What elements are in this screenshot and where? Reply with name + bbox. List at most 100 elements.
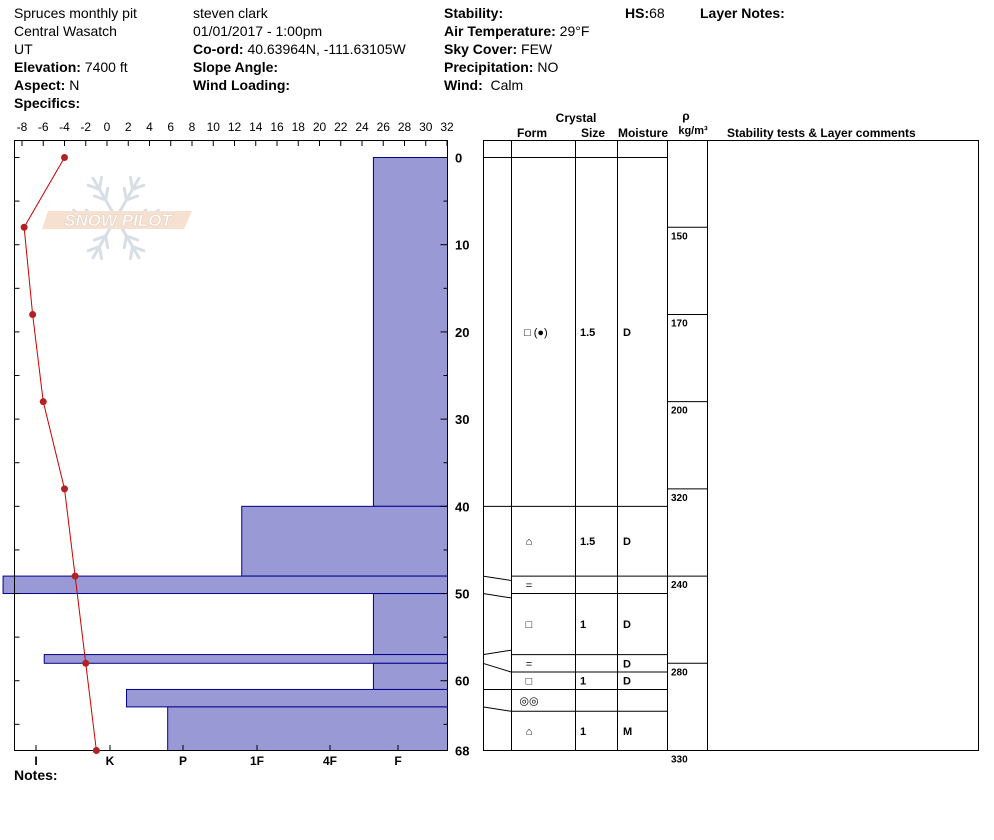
layer-moisture: M — [623, 726, 632, 738]
depth-axis: 0 10 20 30 40 50 60 68 — [440, 151, 469, 759]
temperature-point — [20, 223, 28, 231]
temp-tick-label: -8 — [17, 120, 28, 134]
layer-moisture: D — [623, 658, 631, 670]
coord-label: Co-ord: — [193, 41, 244, 57]
temperature-point — [29, 310, 37, 318]
layer-form: ◎◎ — [519, 695, 538, 707]
air-temp-value: 29°F — [559, 23, 590, 39]
temperature-line — [23, 157, 97, 751]
temperature-point — [82, 659, 90, 667]
density-marker-label: 200 — [671, 406, 688, 417]
density-marker-label: 280 — [671, 667, 688, 678]
temp-tick-label: -4 — [59, 120, 70, 134]
hardness-tick-label: I — [34, 754, 37, 768]
temperature-point — [39, 398, 47, 406]
profile-frame — [14, 140, 448, 751]
snowflake-branch — [92, 234, 108, 242]
observer: steven clark — [193, 5, 268, 21]
layer-size: 1 — [580, 619, 586, 631]
hardness-bar — [167, 706, 448, 751]
temp-tick-label: 22 — [334, 120, 348, 134]
aspect: Aspect: N — [14, 76, 79, 94]
density-unit-header: kg/m³ — [678, 125, 708, 137]
temp-tick-label: -6 — [38, 120, 49, 134]
layer-form: = — [526, 658, 532, 670]
logo-banner: SNOW PILOT — [42, 211, 192, 230]
hardness-tick-label: 1F — [250, 754, 264, 768]
crystal-header: Crystal — [556, 111, 597, 125]
hardness-bar — [126, 688, 448, 708]
temp-tick-label: 26 — [377, 120, 391, 134]
layer-form: □ — [526, 619, 533, 631]
hs-value: 68 — [649, 5, 665, 21]
depth-tick-label: 68 — [455, 744, 469, 759]
hardness-bar — [372, 157, 448, 507]
layer-rows: □ (●) 1.5 D ⌂ 1.5 D = □ 1 D = D □ 1 D ◎◎ ⌂ 1 M — [482, 157, 667, 738]
temperature-axis: -8 -6 -4 -2 0 2 4 6 8 10 12 14 16 18 20 22 24 26 28 30 32 — [14, 120, 454, 725]
coordinates: Co-ord: 40.63964N, -111.63105W — [193, 40, 406, 58]
density-marker-label: 240 — [671, 580, 688, 591]
temp-tick-label: 24 — [355, 120, 369, 134]
size-header: Size — [581, 126, 605, 140]
comments-header: Stability tests & Layer comments — [727, 126, 916, 140]
coord-value: 40.63964N, -111.63105W — [247, 41, 406, 57]
snowflake-branch — [131, 183, 146, 191]
layer-connector — [482, 593, 512, 599]
layer-table: Crystal Form Size Moisture ρ kg/m³ Stabi… — [482, 109, 979, 766]
hardness-bar — [43, 654, 448, 664]
layer-connector — [482, 575, 512, 581]
wind: Wind: Calm — [444, 76, 523, 94]
snowpilot-logo: SNOW PILOT — [42, 176, 192, 260]
depth-tick-label: 30 — [455, 412, 469, 427]
snowflake-branch — [131, 245, 146, 253]
depth-tick-label: 60 — [455, 674, 469, 689]
temperature-point — [71, 572, 79, 580]
layer-notes-label: Layer Notes: — [700, 5, 785, 21]
hardness-bars — [2, 157, 449, 751]
temp-tick-label: 30 — [419, 120, 433, 134]
wind-loading-label: Wind Loading: — [193, 77, 291, 93]
hardness-bar — [372, 593, 448, 656]
hardness-bar — [241, 505, 448, 577]
snowflake-branch — [104, 186, 110, 202]
mountain-range: Central Wasatch — [14, 23, 117, 39]
table-frame — [483, 140, 979, 751]
layer-form: □ (●) — [524, 327, 548, 339]
elevation-label: Elevation: — [14, 59, 81, 75]
depth-tick-label: 50 — [455, 587, 469, 602]
layer-form: □ — [526, 676, 533, 688]
wind-value: Calm — [490, 77, 524, 93]
snowflake-branch — [128, 245, 135, 260]
elevation: Elevation: 7400 ft — [14, 58, 128, 76]
density-rho-header: ρ — [682, 109, 689, 123]
precipitation: Precipitation: NO — [444, 58, 558, 76]
snowflake-branch — [122, 234, 128, 250]
snowflake-branch — [128, 176, 135, 191]
temp-tick-label: 8 — [189, 120, 196, 134]
depth-tick-label: 40 — [455, 499, 469, 514]
layer-moisture: D — [623, 619, 631, 631]
snowflake-branch — [122, 186, 128, 202]
hardness-tick-label: F — [394, 754, 401, 768]
temp-tick-label: 28 — [398, 120, 412, 134]
notes-label: Notes: — [14, 767, 58, 783]
snowflake-branch — [97, 245, 104, 260]
temp-tick-label: 14 — [249, 120, 263, 134]
depth-tick-label: 0 — [455, 151, 462, 166]
depth-tick-label: 10 — [455, 238, 469, 253]
snowflake-branch — [92, 194, 108, 202]
snowflake-branch — [86, 183, 101, 191]
temp-tick-label: 6 — [167, 120, 174, 134]
hardness-tick-label: K — [106, 754, 115, 768]
aspect-label: Aspect: — [14, 77, 66, 93]
layer-size: 1 — [580, 726, 586, 738]
snowflake-branch — [124, 234, 140, 242]
state: UT — [14, 41, 33, 57]
layer-connector — [482, 662, 512, 673]
density-marker-label: 150 — [671, 231, 688, 242]
layer-moisture: D — [623, 676, 631, 688]
precip-value: NO — [537, 59, 559, 75]
moisture-header: Moisture — [618, 126, 668, 140]
sky-label: Sky Cover: — [444, 41, 518, 57]
air-temperature: Air Temperature: 29°F — [444, 22, 589, 40]
